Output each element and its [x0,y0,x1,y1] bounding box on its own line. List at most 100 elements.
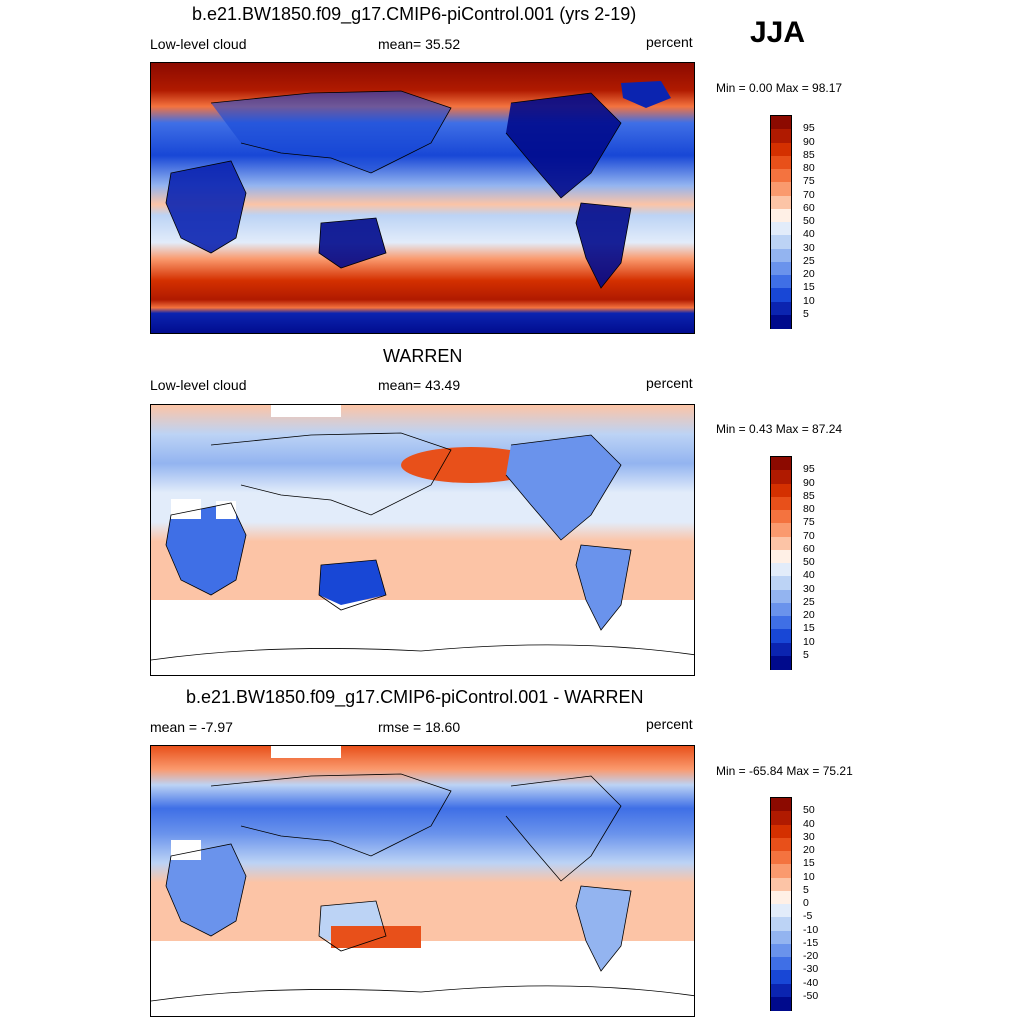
colorbar-swatch [771,877,791,892]
colorbar-swatch [771,470,791,484]
colorbar-tick-label: 95 [803,463,815,476]
continent-eurasia [211,91,451,173]
colorbar-tick-label: -5 [803,910,813,923]
colorbar-swatch [771,261,791,276]
colorbar-tick-label: 25 [803,254,815,267]
continent-north-america [506,93,621,198]
colorbar-tick-label: -30 [803,963,819,976]
panel3-southern-band [331,926,421,948]
colorbar-swatch [771,169,791,183]
panel2-colorbar [770,456,792,670]
panel1-minmax: Min = 0.00 Max = 98.17 [716,81,843,95]
colorbar-tick-label: 20 [803,844,815,856]
colorbar-tick-label: 20 [803,268,815,280]
colorbar-tick-label: -50 [803,989,819,1002]
panel3-africa [166,844,246,936]
colorbar-swatch [771,523,791,537]
colorbar-swatch [771,563,791,577]
colorbar-swatch [771,824,791,839]
panel3-minmax: Min = -65.84 Max = 75.21 [716,764,853,778]
colorbar-swatch [771,457,791,471]
colorbar-tick-label: 30 [803,241,815,254]
colorbar-swatch [771,182,791,196]
colorbar-swatch [771,275,791,289]
colorbar-swatch [771,983,791,998]
colorbar-swatch [771,301,791,316]
colorbar-tick-label: 80 [803,162,815,174]
colorbar-swatch [771,496,791,511]
colorbar-swatch [771,155,791,170]
colorbar-tick-label: 5 [803,307,809,320]
colorbar-tick-label: 85 [803,489,815,502]
panel1-units: percent [646,34,693,50]
colorbar-swatch [771,996,791,1011]
colorbar-swatch [771,129,791,143]
colorbar-tick-label: -15 [803,936,819,949]
panel3-map [150,745,695,1017]
panel3-center-label: rmse = 18.60 [378,719,461,735]
colorbar-tick-label: 5 [803,648,809,661]
panel3-colorbar [770,797,792,1011]
colorbar-tick-label: 70 [803,529,815,542]
colorbar-tick-label: 5 [803,883,809,896]
panel3-gap-1 [171,840,201,860]
panel2-minmax: Min = 0.43 Max = 87.24 [716,422,843,436]
colorbar-swatch [771,851,791,865]
panel2-title: WARREN [383,346,463,366]
panel1-left-label: Low-level cloud [150,36,247,52]
panel3-units: percent [646,716,693,732]
colorbar-swatch [771,629,791,643]
colorbar-tick-label: 50 [803,804,815,817]
panel1-map [150,62,695,334]
colorbar-swatch [771,917,791,931]
panel2-gap-1 [171,499,201,519]
colorbar-tick-label: -40 [803,976,819,989]
colorbar-swatch [771,116,791,130]
colorbar-swatch [771,235,791,249]
colorbar-tick-label: 90 [803,476,815,489]
colorbar-tick-label: 95 [803,122,815,135]
colorbar-swatch [771,811,791,825]
panel3-left-label: mean = -7.97 [150,719,233,735]
panel2-npacific-high [401,447,541,483]
colorbar-tick-label: 60 [803,201,815,214]
colorbar-swatch [771,589,791,604]
panel2-gap-2 [216,501,236,519]
colorbar-tick-label: 85 [803,148,815,161]
colorbar-swatch [771,248,791,263]
colorbar-swatch [771,957,791,971]
colorbar-swatch [771,837,791,852]
panel2-south-america [576,545,631,630]
panel1-continents [166,81,671,288]
panel2-center-label: mean= 43.49 [378,377,461,393]
colorbar-tick-label: 25 [803,595,815,608]
panel2-coastlines [151,432,694,661]
colorbar-tick-label: 10 [803,870,815,883]
colorbar-tick-label: 80 [803,503,815,515]
panel3-south-america [576,886,631,971]
continent-australia [319,218,386,268]
panel2-australia [319,560,386,605]
colorbar-swatch [771,798,791,812]
greenland-patch [621,81,671,108]
colorbar-tick-label: 50 [803,215,815,227]
colorbar-tick-label: 30 [803,582,815,595]
colorbar-swatch [771,655,791,670]
colorbar-swatch [771,510,791,524]
colorbar-swatch [771,208,791,223]
colorbar-swatch [771,549,791,564]
colorbar-tick-label: -20 [803,950,819,962]
colorbar-swatch [771,142,791,157]
panel2-missing-north [271,405,341,417]
panel3-coastlines [151,773,694,1002]
colorbar-swatch [771,616,791,630]
colorbar-swatch [771,864,791,878]
colorbar-tick-label: 40 [803,817,815,830]
continent-south-america [576,203,631,288]
panel2-map [150,404,695,676]
colorbar-tick-label: 60 [803,542,815,555]
colorbar-tick-label: 75 [803,175,815,188]
colorbar-tick-label: 90 [803,135,815,148]
colorbar-tick-label: 40 [803,569,815,582]
panel2-units: percent [646,375,693,391]
